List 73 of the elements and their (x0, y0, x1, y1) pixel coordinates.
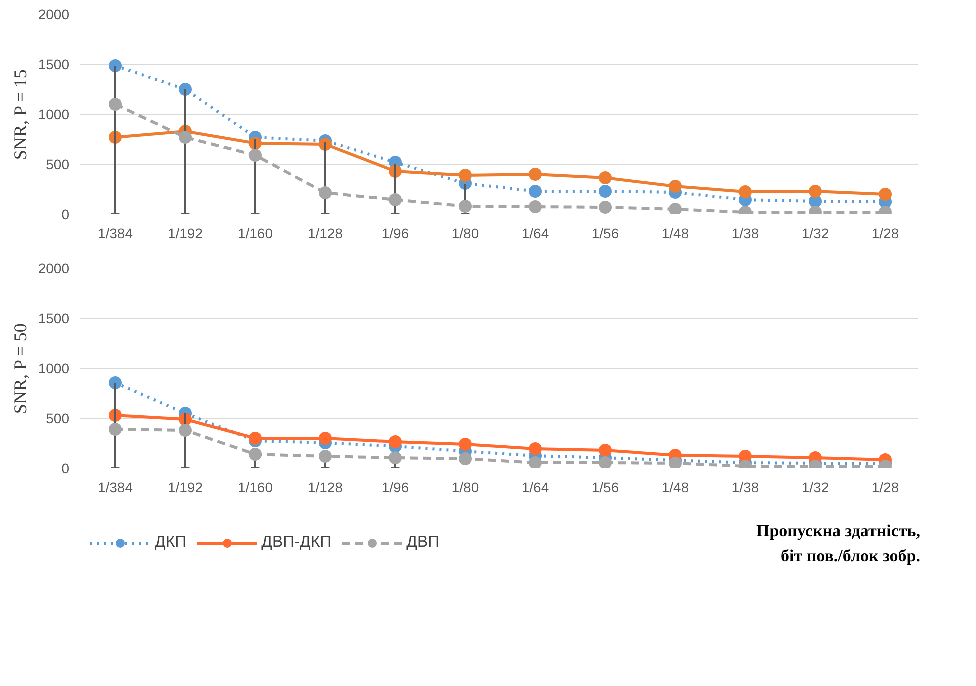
x-tick-label: 1/384 (98, 480, 134, 496)
point (319, 432, 332, 445)
x-axis-title: Пропускна здатність, біт пов./блок зобр. (756, 522, 921, 566)
point (669, 203, 682, 214)
point (529, 185, 542, 198)
category-label: 1/384 (98, 226, 134, 242)
legend-label: ДВП-ДКП (262, 534, 332, 552)
point (879, 188, 892, 201)
point (669, 180, 682, 193)
y-tick-label: 1000 (38, 360, 70, 376)
point (459, 438, 472, 451)
legend-label: ДВП (406, 534, 440, 552)
x-tick-label: 1/48 (662, 480, 690, 496)
point (599, 172, 612, 184)
y-tick-label: 1500 (38, 56, 70, 72)
category-label: 1/38 (732, 226, 760, 242)
category-label: 1/80 (452, 226, 480, 242)
y-tick-label: 1500 (38, 310, 70, 326)
point (249, 432, 262, 445)
point (809, 185, 822, 198)
x-tick-label: 1/160 (238, 480, 274, 496)
x-tick-label: 1/80 (452, 480, 480, 496)
y-tick-label: 2000 (38, 6, 70, 22)
point (599, 456, 612, 468)
x-tick-label: 1/56 (592, 480, 620, 496)
point (389, 194, 402, 206)
category-label: 1/192 (168, 226, 204, 242)
y-tick-label: 2000 (38, 260, 70, 276)
x-tick-label: 1/192 (168, 480, 204, 496)
category-label: 1/64 (522, 226, 550, 242)
y-tick-label: 0 (62, 460, 70, 476)
category-label: 1/48 (662, 226, 690, 242)
point (529, 200, 542, 214)
point (389, 436, 402, 448)
point (529, 168, 542, 181)
x-tick-label: 1/28 (872, 480, 900, 496)
point (109, 423, 122, 436)
point (459, 200, 472, 213)
point (109, 98, 122, 111)
x-tick-label: 1/64 (522, 480, 550, 496)
point (319, 450, 332, 463)
y-tick-label: 500 (46, 156, 70, 172)
legend-label: ДКП (155, 534, 187, 552)
point (459, 169, 472, 182)
point (179, 131, 192, 144)
point (249, 149, 262, 162)
point (459, 452, 472, 466)
category-label: 1/128 (308, 226, 344, 242)
y-tick-label: 0 (62, 206, 70, 222)
x-tick-label: 1/38 (732, 480, 760, 496)
category-label: 1/28 (872, 226, 900, 242)
point (599, 185, 612, 198)
category-label: 1/56 (592, 226, 620, 242)
y-tick-label: 500 (46, 410, 70, 426)
point (599, 201, 612, 214)
category-label: 1/32 (802, 226, 830, 242)
point (319, 186, 332, 200)
x-tick-label: 1/32 (802, 480, 830, 496)
point (529, 456, 542, 468)
point (599, 444, 612, 457)
y-axis-title: SNR, P = 15 (10, 70, 30, 160)
category-label: 1/96 (382, 226, 410, 242)
point (739, 186, 752, 198)
point (529, 442, 542, 456)
point (389, 452, 402, 464)
y-tick-label: 1000 (38, 106, 70, 122)
point (249, 448, 262, 461)
x-tick-label: 1/128 (308, 480, 344, 496)
category-label: 1/160 (238, 226, 274, 242)
x-tick-label: 1/96 (382, 480, 410, 496)
point (669, 457, 682, 468)
point (179, 424, 192, 437)
y-axis-title: SNR, P = 50 (10, 324, 30, 414)
